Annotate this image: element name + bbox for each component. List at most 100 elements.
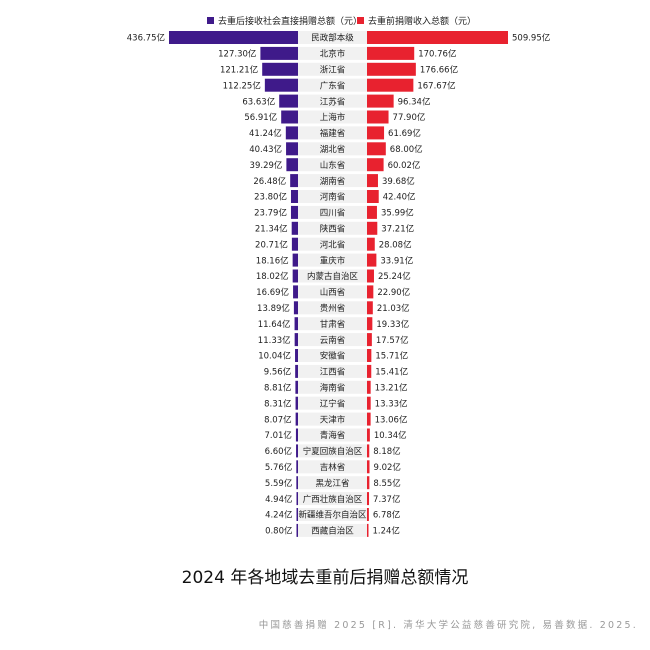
value-label-right: 61.69亿 <box>388 128 421 139</box>
bar-left <box>281 110 298 124</box>
category-label-bg <box>298 476 367 490</box>
bar-right <box>367 349 372 362</box>
bar-left <box>295 412 298 426</box>
legend-label-right: 去重前捐赠收入总额（元） <box>368 17 477 27</box>
value-label-left: 8.31亿 <box>264 398 291 409</box>
bar-right <box>367 110 389 124</box>
category-label-bg <box>298 317 367 331</box>
category-label-bg <box>298 460 367 474</box>
value-label-left: 26.48亿 <box>253 176 286 187</box>
value-label-left: 436.75亿 <box>127 33 165 44</box>
value-label-right: 60.02亿 <box>388 160 421 171</box>
category-label-bg <box>298 221 367 235</box>
value-label-left: 11.33亿 <box>258 335 291 346</box>
bar-right <box>367 333 372 347</box>
category-label: 黑龙江省 <box>315 478 350 489</box>
bar-right <box>367 476 370 490</box>
value-label-left: 10.04亿 <box>258 351 291 362</box>
source-citation: 中国慈善捐赠 2025 [R]. 清华大学公益慈善研究院, 易善数据. 2025… <box>258 620 638 631</box>
category-label-bg <box>298 523 367 537</box>
category-label-bg <box>298 269 367 283</box>
category-label-bg <box>298 349 367 362</box>
value-label-left: 7.01亿 <box>264 430 291 441</box>
bar-left <box>260 46 298 60</box>
bar-left <box>295 349 298 362</box>
bar-left <box>296 476 298 490</box>
category-label-bg <box>298 78 367 92</box>
value-label-right: 13.33亿 <box>375 398 408 409</box>
value-label-right: 68.00亿 <box>390 144 423 155</box>
category-label: 天津市 <box>320 414 346 425</box>
bar-right <box>367 396 371 410</box>
legend: 去重后接收社会直接捐赠总额（元） 去重前捐赠收入总额（元） <box>0 14 650 28</box>
category-label: 云南省 <box>320 335 346 346</box>
category-label-bg <box>298 364 367 378</box>
category-label-bg <box>298 428 367 442</box>
category-label-bg <box>298 142 367 156</box>
value-label-left: 5.76亿 <box>265 462 292 473</box>
bar-left <box>295 428 298 442</box>
value-label-left: 21.34亿 <box>255 224 288 235</box>
category-label-bg <box>298 174 367 188</box>
value-label-left: 11.64亿 <box>258 319 291 330</box>
legend-item-left: 去重后接收社会直接捐赠总额（元） <box>207 14 362 27</box>
bar-left <box>295 380 298 394</box>
category-label: 北京市 <box>320 49 346 60</box>
bar-right <box>367 142 386 156</box>
value-label-left: 16.69亿 <box>256 287 289 298</box>
bar-left <box>291 237 298 251</box>
bar-left <box>296 460 298 474</box>
category-label: 河南省 <box>320 192 346 203</box>
bar-left <box>286 158 298 172</box>
bar-right <box>367 126 385 140</box>
bar-right <box>367 444 370 458</box>
category-label-bg <box>298 253 367 267</box>
bar-right <box>367 364 372 378</box>
value-label-right: 1.24亿 <box>373 526 400 537</box>
value-label-left: 8.07亿 <box>264 414 291 425</box>
bar-right <box>367 190 379 203</box>
value-label-right: 96.34亿 <box>398 96 431 107</box>
category-label-bg <box>298 110 367 124</box>
bar-right <box>367 428 370 442</box>
category-label-bg <box>298 126 367 140</box>
value-label-right: 13.06亿 <box>375 414 408 425</box>
value-label-right: 176.66亿 <box>420 65 458 76</box>
category-label: 陕西省 <box>320 224 346 235</box>
category-label: 辽宁省 <box>320 398 346 409</box>
value-label-left: 18.16亿 <box>256 255 289 266</box>
category-label-bg <box>298 301 367 315</box>
bar-left <box>290 205 298 219</box>
category-label-bg <box>298 492 367 506</box>
value-label-left: 4.24亿 <box>265 510 292 521</box>
category-label: 江西省 <box>320 367 346 378</box>
bar-left <box>279 94 298 108</box>
value-label-right: 25.24亿 <box>378 271 411 282</box>
value-label-right: 8.18亿 <box>373 446 400 457</box>
value-label-right: 33.91亿 <box>380 255 413 266</box>
bar-right <box>367 174 378 188</box>
bar-right <box>367 205 377 219</box>
value-label-left: 41.24亿 <box>249 128 282 139</box>
value-label-left: 56.91亿 <box>244 112 277 123</box>
category-label: 浙江省 <box>320 65 346 76</box>
value-label-right: 8.55亿 <box>373 478 400 489</box>
category-label-bg <box>298 205 367 219</box>
category-label-bg <box>298 31 367 44</box>
category-label: 广西壮族自治区 <box>303 494 363 505</box>
value-label-right: 77.90亿 <box>393 112 426 123</box>
legend-swatch-right <box>357 17 364 24</box>
bar-left <box>293 301 298 315</box>
value-label-left: 23.80亿 <box>254 192 287 203</box>
bar-right <box>367 492 370 506</box>
value-label-right: 15.71亿 <box>375 351 408 362</box>
category-label-bg <box>298 62 367 76</box>
bar-right <box>367 253 377 267</box>
category-label-bg <box>298 237 367 251</box>
category-label-bg <box>298 94 367 108</box>
category-label: 山东省 <box>320 160 346 171</box>
bar-right <box>367 317 373 331</box>
bar-right <box>367 285 374 299</box>
value-label-left: 0.80亿 <box>265 526 292 537</box>
legend-label-left: 去重后接收社会直接捐赠总额（元） <box>218 17 363 27</box>
